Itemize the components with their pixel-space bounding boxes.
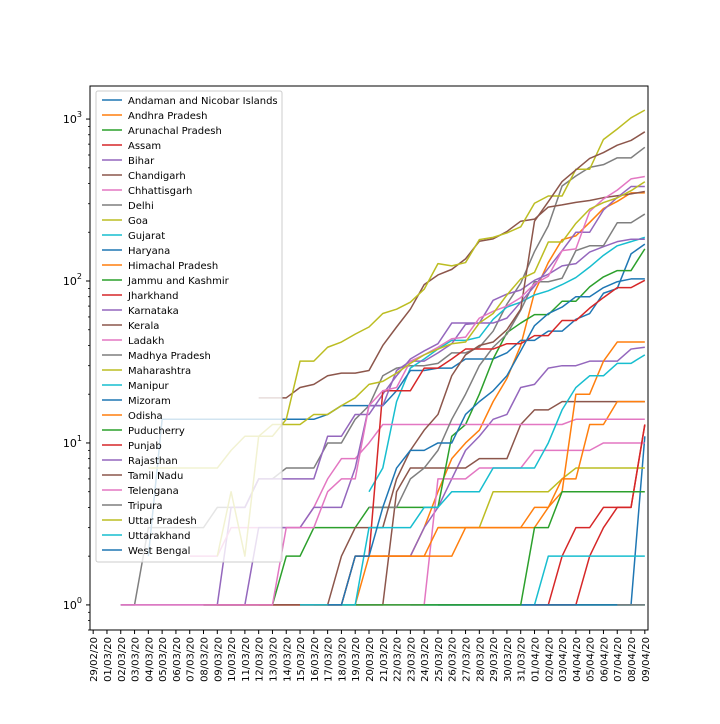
x-tick-label: 07/03/20 [186, 637, 197, 682]
x-tick-label: 12/03/20 [255, 637, 266, 682]
legend-entry-label: Uttarakhand [128, 531, 190, 542]
x-tick-label: 17/03/20 [324, 637, 335, 682]
series-line-maharashtra [216, 109, 646, 557]
x-tick-label: 05/03/20 [158, 637, 169, 682]
legend-entry-label: Punjab [128, 441, 162, 452]
x-tick-label: 20/03/20 [365, 637, 376, 682]
x-tick-label: 29/02/20 [89, 637, 100, 682]
x-tick-label: 29/03/20 [489, 637, 500, 682]
x-tick-label: 08/04/20 [627, 637, 638, 682]
legend-entry-label: Delhi [128, 201, 154, 212]
x-tick-label: 11/03/20 [241, 637, 252, 682]
x-tick-label: 23/03/20 [406, 637, 417, 682]
x-tick-label: 19/03/20 [351, 637, 362, 682]
x-tick-label: 31/03/20 [517, 637, 528, 682]
x-tick-label: 14/03/20 [282, 637, 293, 682]
x-tick-label: 26/03/20 [448, 637, 459, 682]
x-tick-label: 27/03/20 [462, 637, 473, 682]
y-tick-exponent: 0 [77, 596, 82, 605]
y-tick-exponent: 1 [77, 434, 82, 443]
x-tick-label: 09/04/20 [641, 637, 652, 682]
x-tick-label: 05/04/20 [586, 637, 597, 682]
x-tick-label: 04/04/20 [572, 637, 583, 682]
x-tick-label: 21/03/20 [379, 637, 390, 682]
legend-entry-label: Gujarat [128, 231, 165, 242]
x-tick-label: 22/03/20 [393, 637, 404, 682]
legend-entry-label: Tripura [127, 501, 162, 512]
x-tick-label: 06/03/20 [172, 637, 183, 682]
legend-entry-label: Haryana [128, 246, 170, 257]
x-tick-label: 18/03/20 [337, 637, 348, 682]
legend-entry-label: Puducherry [128, 426, 185, 437]
y-tick-exponent: 2 [77, 272, 82, 281]
x-tick-label: 13/03/20 [268, 637, 279, 682]
legend-entry-label: Arunachal Pradesh [128, 126, 222, 137]
legend-entry-label: Kerala [128, 321, 159, 332]
legend-entry-label: Uttar Pradesh [128, 516, 197, 527]
x-tick-label: 08/03/20 [200, 637, 211, 682]
x-tick-label: 02/04/20 [544, 637, 555, 682]
legend-entry-label: Maharashtra [128, 366, 191, 377]
x-tick-label: 16/03/20 [310, 637, 321, 682]
x-tick-label: 28/03/20 [475, 637, 486, 682]
x-tick-label: 07/04/20 [613, 637, 624, 682]
legend-entry-label: Tamil Nadu [127, 471, 183, 482]
legend-entry-label: Himachal Pradesh [128, 261, 218, 272]
legend-entry-label: Manipur [128, 381, 170, 392]
legend-box [95, 90, 283, 563]
legend-entry-label: Assam [128, 141, 161, 152]
legend-entry-label: Odisha [128, 411, 163, 422]
legend-entry-label: Karnataka [128, 306, 179, 317]
legend-entry-label: West Bengal [128, 546, 190, 557]
series-line-puducherry [341, 490, 645, 606]
x-tick-label: 04/03/20 [144, 637, 155, 682]
series-line-bihar [382, 346, 645, 557]
x-tick-label: 10/03/20 [227, 637, 238, 682]
y-tick-exponent: 3 [77, 110, 82, 119]
legend-entry-label: Madhya Pradesh [128, 351, 211, 362]
x-tick-label: 24/03/20 [420, 637, 431, 682]
legend-entry-label: Rajasthan [128, 456, 178, 467]
legend-entry-label: Andhra Pradesh [128, 111, 207, 122]
x-tick-label: 01/04/20 [530, 637, 541, 682]
legend-entry-label: Goa [128, 216, 148, 227]
legend-entry-label: Chandigarh [128, 171, 186, 182]
legend-entry-label: Ladakh [128, 336, 164, 347]
x-tick-label: 30/03/20 [503, 637, 514, 682]
x-tick-label: 03/04/20 [558, 637, 569, 682]
x-tick-label: 25/03/20 [434, 637, 445, 682]
legend-entry-label: Mizoram [128, 396, 171, 407]
series-line-kerala [258, 190, 645, 399]
legend-entry-label: Jharkhand [127, 291, 178, 302]
x-axis: 29/02/20 01/03/20 02/03/20 03/03/20 04/03/20… [89, 630, 652, 682]
legend: Andaman and Nicobar Islands Andhra Prades… [95, 90, 283, 563]
legend-entry-label: Andaman and Nicobar Islands [128, 96, 278, 107]
series-line-west-bengal [327, 278, 645, 606]
x-tick-label: 01/03/20 [103, 637, 114, 682]
series-line-uttarakhand [300, 354, 646, 606]
series-line-madhya-pradesh [369, 213, 646, 509]
legend-entry-label: Chhattisgarh [128, 186, 192, 197]
series-line-tamil-nadu [203, 131, 646, 606]
series-line-telengana [120, 175, 645, 606]
x-tick-label: 02/03/20 [117, 637, 128, 682]
x-tick-label: 09/03/20 [213, 637, 224, 682]
x-tick-label: 03/03/20 [131, 637, 142, 682]
series-line-gujarat [368, 236, 646, 493]
legend-entry-label: Bihar [128, 156, 155, 167]
series-line-chandigarh [341, 400, 645, 606]
x-tick-label: 06/04/20 [599, 637, 610, 682]
legend-entry-label: Telengana [127, 486, 179, 497]
legend-entry-label: Jammu and Kashmir [127, 276, 230, 287]
x-tick-label: 15/03/20 [296, 637, 307, 682]
series-line-karnataka [216, 238, 645, 606]
